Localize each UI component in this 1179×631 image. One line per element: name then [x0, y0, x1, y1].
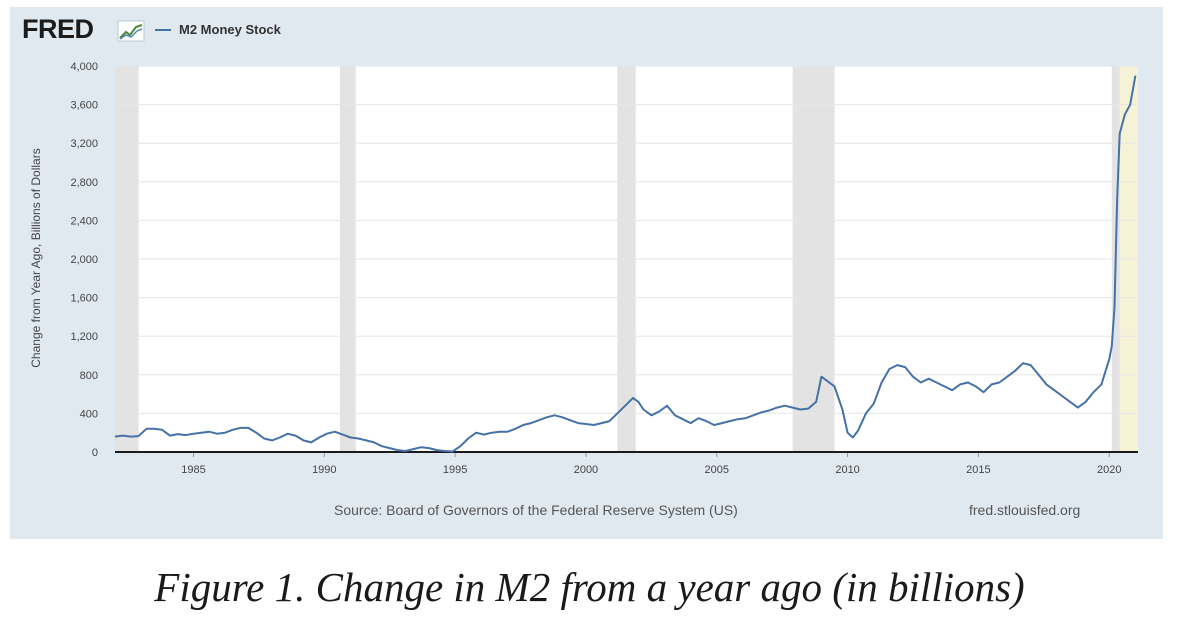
grid-layer — [115, 65, 1138, 414]
y-ticks: 0 400 800 1,200 1,600 2,000 2,400 2,800 3,200 3,6… — [70, 61, 98, 459]
series-layer — [114, 75, 1137, 453]
y-axis-title: Change from Year Ago, Billions of Dollar… — [29, 148, 43, 368]
series-line-m2 — [114, 75, 1137, 453]
chart-trend-icon — [117, 20, 145, 42]
y-tick-label: 1,200 — [70, 331, 98, 343]
y-tick-label: 3,600 — [70, 100, 98, 112]
x-tick-label: 2005 — [705, 464, 729, 476]
legend[interactable]: M2 Money Stock — [155, 22, 281, 37]
y-tick-label: 2,000 — [70, 254, 98, 266]
x-tick-label: 1985 — [181, 464, 205, 476]
y-tick-label: 800 — [80, 370, 98, 382]
x-tick-label: 2020 — [1097, 464, 1121, 476]
x-tick-label: 1990 — [312, 464, 336, 476]
y-tick-label: 3,200 — [70, 138, 98, 150]
y-tick-label: 2,400 — [70, 215, 98, 227]
y-tick-label: 400 — [80, 408, 98, 420]
y-tick-label: 4,000 — [70, 61, 98, 73]
x-ticks: 1985 1990 1995 2000 2005 2010 2015 2020 — [181, 452, 1121, 476]
x-tick-label: 2010 — [835, 464, 859, 476]
legend-label: M2 Money Stock — [179, 22, 281, 37]
y-tick-label: 1,600 — [70, 293, 98, 305]
figure-caption: Figure 1. Change in M2 from a year ago (… — [154, 564, 1025, 610]
x-tick-label: 2015 — [966, 464, 990, 476]
y-tick-label: 2,800 — [70, 177, 98, 189]
source-text: Source: Board of Governors of the Federa… — [334, 502, 738, 518]
y-tick-label: 0 — [92, 447, 98, 459]
legend-swatch — [155, 28, 171, 31]
x-tick-label: 1995 — [443, 464, 467, 476]
x-tick-label: 2000 — [574, 464, 598, 476]
fred-logo[interactable]: FRED — [22, 14, 94, 44]
site-link[interactable]: fred.stlouisfed.org — [969, 502, 1081, 518]
